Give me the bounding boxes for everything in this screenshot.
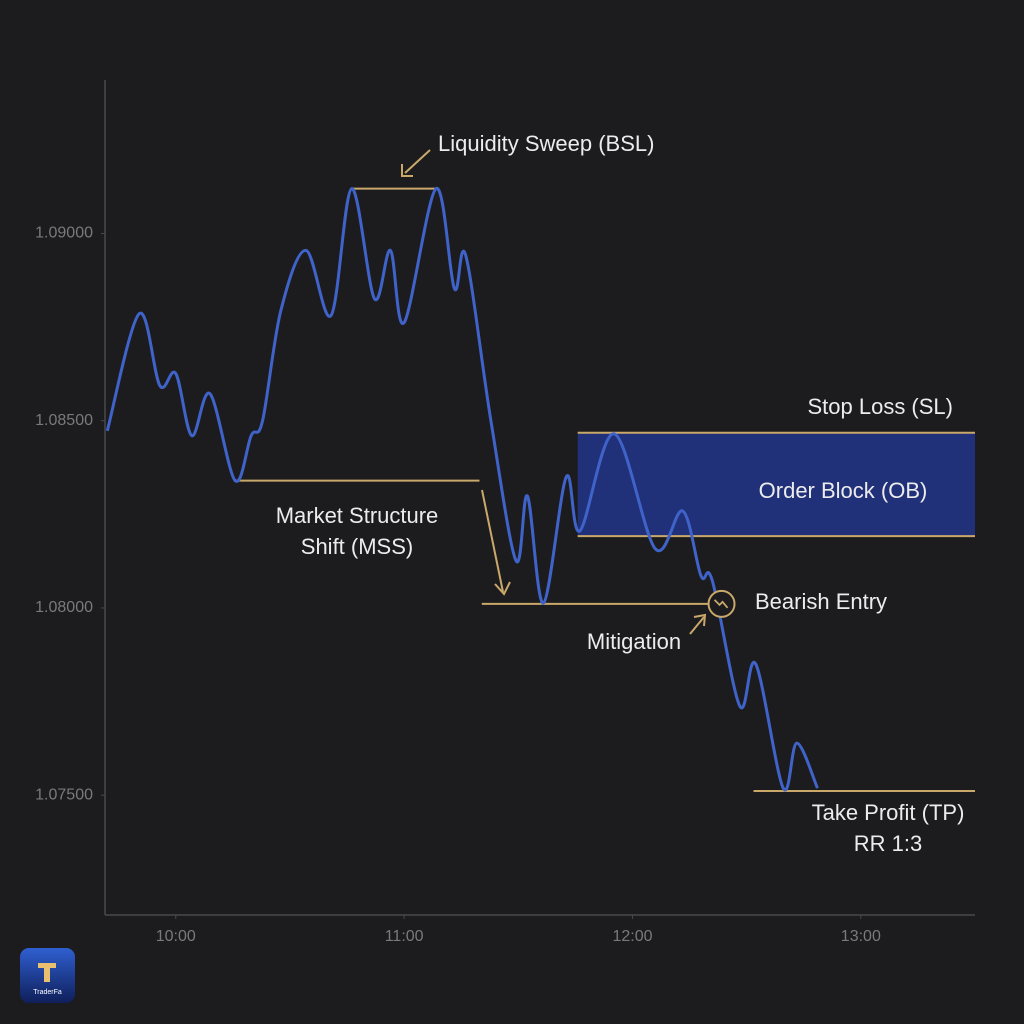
annotation-label: RR 1:3 [854,831,922,856]
y-tick-label: 1.07500 [35,786,93,803]
annotation-label: Bearish Entry [755,589,887,614]
y-tick-label: 1.09000 [35,225,93,242]
x-tick-label: 13:00 [841,928,881,945]
x-tick-label: 11:00 [385,928,424,945]
x-tick-label: 10:00 [156,928,196,945]
annotation-label: Mitigation [587,629,681,654]
annotation-label: Stop Loss (SL) [807,394,953,419]
y-tick-label: 1.08000 [35,599,93,616]
annotations: Liquidity Sweep (BSL) Market Structure S… [276,131,965,856]
arrow-head [401,164,413,177]
arrow [404,149,431,174]
annotation-label: Market Structure [276,503,439,528]
x-tick-label: 12:00 [612,928,652,945]
arrow [481,489,504,593]
plot-area: 1.09000 1.08500 1.08000 1.07500 10:00 11:00 12… [35,187,975,945]
annotation-label: Take Profit (TP) [812,800,965,825]
y-tick-label: 1.08500 [35,412,93,429]
price-line [105,187,819,792]
entry-icon [713,599,729,609]
logo: TraderFa [20,948,75,1003]
arrow [689,616,705,635]
logo-icon [38,963,56,982]
annotation-label: Shift (MSS) [301,534,413,559]
arrow-head [494,581,511,596]
annotation-label: Liquidity Sweep (BSL) [438,131,654,156]
annotation-label: Order Block (OB) [759,478,928,503]
arrow-head [693,613,707,627]
logo-text: TraderFa [33,989,62,996]
